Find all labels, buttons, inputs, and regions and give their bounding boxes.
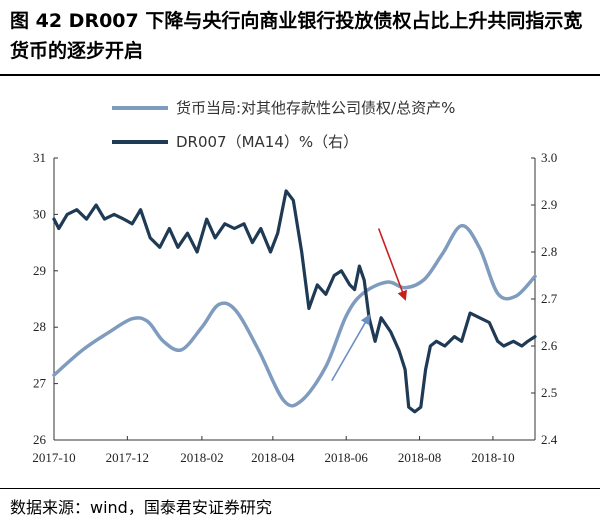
annotation-arrow-1 (377, 228, 408, 301)
y-left-tick-label: 31 (33, 150, 46, 165)
series-line-2 (52, 189, 537, 414)
chart-annotations (331, 228, 408, 382)
x-tick-label: 2018-08 (398, 450, 441, 465)
chart-axes: 26 27 28 29 30 31 2.4 2.5 2.6 2.7 2.8 2.9 3.0 2017-10… (32, 150, 557, 465)
legend-label-1: 货币当局:对其他存款性公司债权/总资产% (176, 99, 455, 117)
y-right-tick-label: 3.0 (541, 150, 557, 165)
annotation-arrow-2 (331, 314, 371, 382)
chart: 货币当局:对其他存款性公司债权/总资产% DR007（MA14）%（右） 26 27… (32, 99, 557, 465)
y-right-tick-label: 2.6 (541, 338, 558, 353)
y-right-tick-label: 2.4 (541, 432, 558, 447)
x-tick-label: 2018-02 (180, 450, 223, 465)
title-rule (0, 74, 600, 76)
legend-label-2: DR007（MA14）%（右） (176, 133, 358, 151)
y-left-tick-label: 29 (33, 263, 46, 278)
x-tick-label: 2018-10 (471, 450, 514, 465)
source-rule (0, 488, 600, 489)
x-tick-label: 2017-10 (32, 450, 75, 465)
y-right-tick-label: 2.5 (541, 385, 557, 400)
y-left-tick-label: 26 (33, 432, 47, 447)
chart-legend: 货币当局:对其他存款性公司债权/总资产% DR007（MA14）%（右） (112, 99, 455, 151)
y-left-tick-label: 30 (33, 206, 46, 221)
chart-series (52, 189, 537, 414)
x-tick-label: 2017-12 (106, 450, 149, 465)
y-right-tick-label: 2.7 (541, 291, 558, 306)
y-left-tick-label: 27 (33, 376, 47, 391)
y-left-tick-label: 28 (33, 319, 46, 334)
series-line-1 (52, 223, 537, 408)
figure-title: 图 42 DR007 下降与央行向商业银行投放债权占比上升共同指示宽货币的逐步开… (10, 10, 583, 62)
y-right-tick-label: 2.9 (541, 197, 557, 212)
data-source: 数据来源：wind，国泰君安证券研究 (10, 498, 272, 517)
x-tick-label: 2018-06 (325, 450, 369, 465)
y-right-tick-label: 2.8 (541, 244, 557, 259)
x-tick-label: 2018-04 (251, 450, 295, 465)
